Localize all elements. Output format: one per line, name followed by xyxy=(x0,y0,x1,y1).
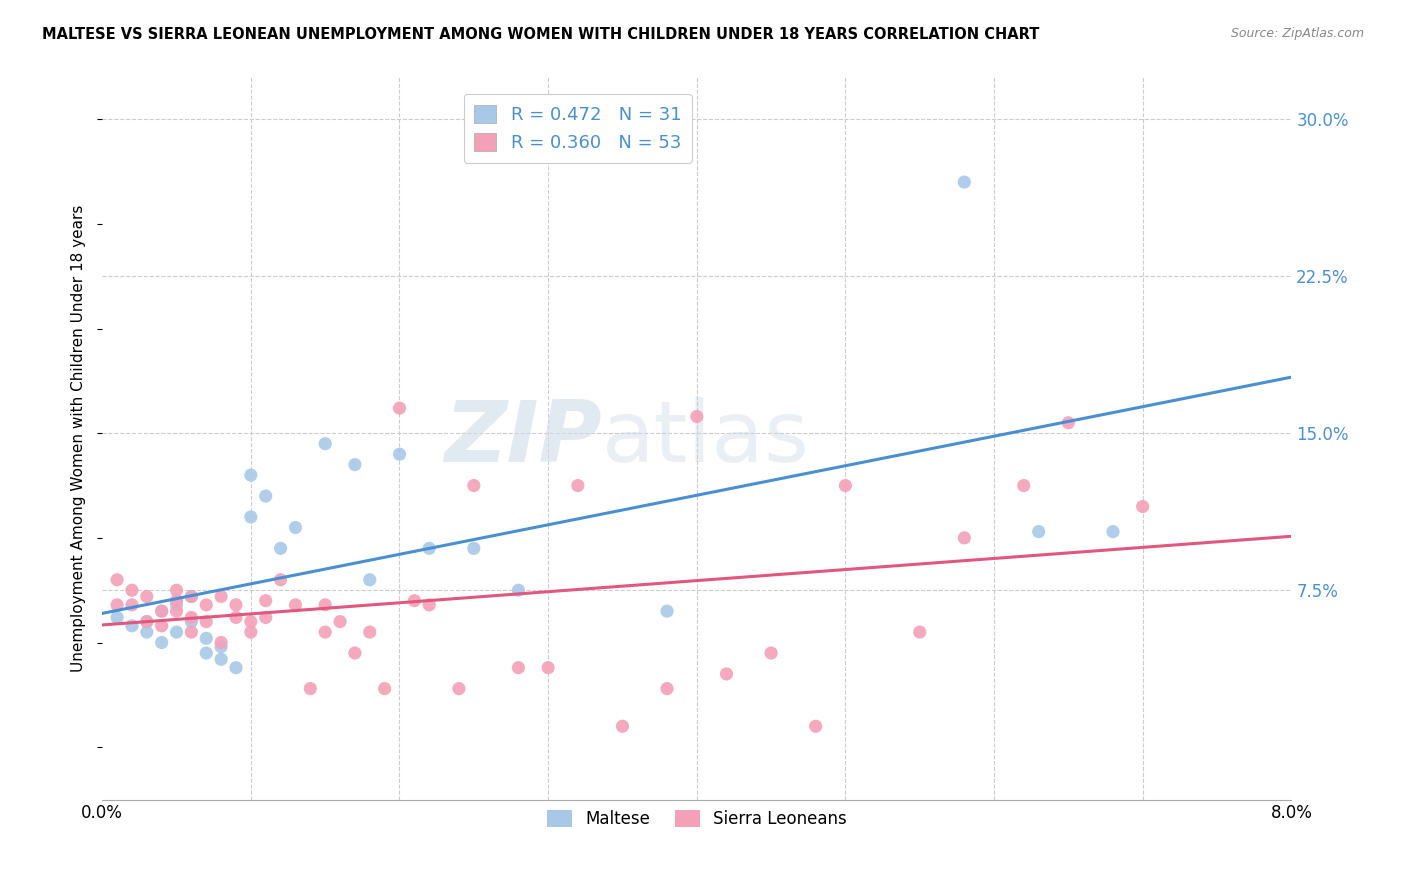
Point xyxy=(686,409,709,424)
Point xyxy=(343,458,366,472)
Point xyxy=(314,598,336,612)
Point xyxy=(105,610,128,624)
Point xyxy=(209,652,232,666)
Point xyxy=(180,590,202,604)
Point xyxy=(804,719,827,733)
Point xyxy=(612,719,634,733)
Point xyxy=(135,615,157,629)
Point xyxy=(121,598,143,612)
Point xyxy=(388,447,411,461)
Point xyxy=(209,635,232,649)
Point xyxy=(463,541,485,556)
Point xyxy=(180,615,202,629)
Point xyxy=(166,598,188,612)
Point xyxy=(1057,416,1080,430)
Point xyxy=(270,573,292,587)
Point xyxy=(135,590,157,604)
Point xyxy=(180,610,202,624)
Point xyxy=(284,598,307,612)
Point xyxy=(759,646,782,660)
Point xyxy=(195,646,218,660)
Point xyxy=(135,615,157,629)
Point xyxy=(150,604,173,618)
Point xyxy=(225,610,247,624)
Point xyxy=(150,635,173,649)
Point xyxy=(908,625,931,640)
Point xyxy=(166,625,188,640)
Point xyxy=(195,598,218,612)
Point xyxy=(239,625,262,640)
Point xyxy=(150,604,173,618)
Point xyxy=(374,681,396,696)
Point xyxy=(284,520,307,534)
Point xyxy=(716,667,738,681)
Point xyxy=(166,604,188,618)
Point xyxy=(225,598,247,612)
Point xyxy=(254,489,277,503)
Point xyxy=(359,573,381,587)
Point xyxy=(1012,478,1035,492)
Point xyxy=(329,615,352,629)
Point xyxy=(299,681,322,696)
Text: Source: ZipAtlas.com: Source: ZipAtlas.com xyxy=(1230,27,1364,40)
Point xyxy=(166,593,188,607)
Point xyxy=(135,625,157,640)
Point xyxy=(953,175,976,189)
Point xyxy=(343,646,366,660)
Point xyxy=(270,541,292,556)
Text: MALTESE VS SIERRA LEONEAN UNEMPLOYMENT AMONG WOMEN WITH CHILDREN UNDER 18 YEARS : MALTESE VS SIERRA LEONEAN UNEMPLOYMENT A… xyxy=(42,27,1039,42)
Legend: Maltese, Sierra Leoneans: Maltese, Sierra Leoneans xyxy=(540,803,853,835)
Point xyxy=(195,632,218,646)
Point xyxy=(404,593,426,607)
Point xyxy=(150,619,173,633)
Point xyxy=(418,598,440,612)
Point xyxy=(209,640,232,654)
Point xyxy=(655,604,678,618)
Point xyxy=(314,436,336,450)
Point xyxy=(239,510,262,524)
Point xyxy=(239,615,262,629)
Point xyxy=(655,681,678,696)
Y-axis label: Unemployment Among Women with Children Under 18 years: Unemployment Among Women with Children U… xyxy=(72,205,86,673)
Point xyxy=(209,590,232,604)
Point xyxy=(418,541,440,556)
Point xyxy=(537,661,560,675)
Point xyxy=(254,593,277,607)
Point xyxy=(105,573,128,587)
Point xyxy=(1102,524,1125,539)
Point xyxy=(508,661,530,675)
Point xyxy=(225,661,247,675)
Point xyxy=(166,583,188,598)
Point xyxy=(359,625,381,640)
Point xyxy=(447,681,470,696)
Point xyxy=(953,531,976,545)
Point xyxy=(121,583,143,598)
Point xyxy=(463,478,485,492)
Point xyxy=(1028,524,1050,539)
Point xyxy=(105,598,128,612)
Point xyxy=(254,610,277,624)
Point xyxy=(121,619,143,633)
Point xyxy=(508,583,530,598)
Point xyxy=(180,590,202,604)
Point xyxy=(567,478,589,492)
Point xyxy=(180,625,202,640)
Point xyxy=(834,478,856,492)
Text: atlas: atlas xyxy=(602,397,810,480)
Text: ZIP: ZIP xyxy=(444,397,602,480)
Point xyxy=(314,625,336,640)
Point xyxy=(1132,500,1154,514)
Point xyxy=(239,468,262,483)
Point xyxy=(388,401,411,416)
Point xyxy=(195,615,218,629)
